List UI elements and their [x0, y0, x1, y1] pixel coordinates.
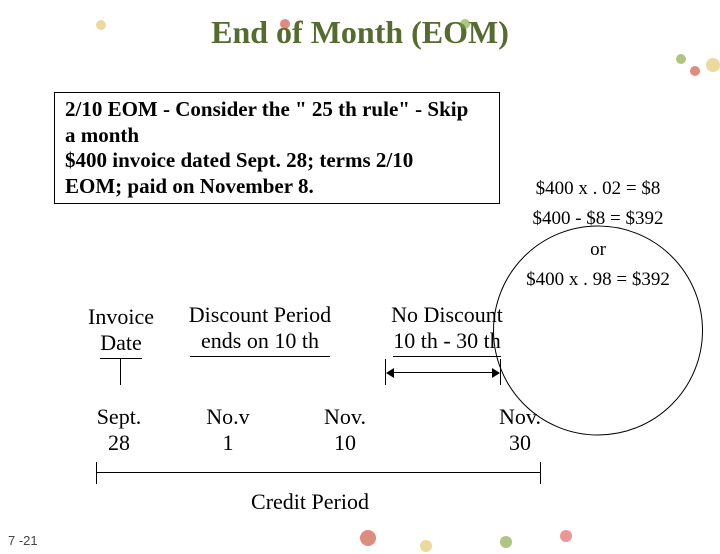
- decor-dot: [420, 540, 432, 552]
- header-discount: Discount Period ends on 10 th: [170, 302, 350, 357]
- arrow-head-left: [386, 368, 394, 378]
- header-nodiscount-l1: No Discount: [391, 302, 503, 327]
- decor-dot: [460, 19, 470, 29]
- date-2-l1: No.v: [206, 404, 249, 429]
- header-invoice: Invoice Date: [76, 304, 166, 359]
- header-invoice-l1: Invoice: [88, 304, 154, 329]
- date-3: Nov. 10: [310, 404, 380, 457]
- box-line1: 2/10 EOM - Consider the " 25 th rule" - …: [65, 97, 468, 121]
- date-3-l2: 10: [334, 430, 356, 455]
- calc-line2: $400 - $8 = $392: [498, 204, 698, 234]
- decor-dot: [500, 536, 512, 548]
- decor-dot: [690, 66, 700, 76]
- header-discount-l1: Discount Period: [189, 302, 331, 327]
- box-line3: $400 invoice dated Sept. 28; terms 2/10: [65, 148, 413, 172]
- credit-period-label: Credit Period: [210, 489, 410, 515]
- calc-line3: or: [498, 235, 698, 265]
- header-nodiscount-l2: 10 th - 30 th: [393, 328, 501, 356]
- arrow-line: [390, 372, 496, 373]
- calc-panel: $400 x . 02 = $8 $400 - $8 = $392 or $40…: [498, 134, 698, 296]
- decor-dot: [560, 530, 572, 542]
- header-discount-l2: ends on 10 th: [190, 328, 330, 356]
- bot-tick-1: [96, 462, 97, 484]
- page-number: 7 -21: [8, 533, 38, 548]
- box-line2: a month: [65, 123, 139, 147]
- date-4-l2: 30: [509, 430, 531, 455]
- box-line4: EOM; paid on November 8.: [65, 174, 314, 198]
- page-title: End of Month (EOM): [0, 14, 720, 51]
- top-tick-1: [120, 359, 121, 385]
- date-2-l2: 1: [223, 430, 234, 455]
- problem-box: 2/10 EOM - Consider the " 25 th rule" - …: [54, 92, 500, 204]
- bot-baseline: [96, 472, 540, 473]
- bot-tick-2: [540, 462, 541, 484]
- decor-dot: [360, 530, 376, 546]
- date-4: Nov. 30: [485, 404, 555, 457]
- calc-line4: $400 x . 98 = $392: [498, 265, 698, 295]
- date-1-l2: 28: [108, 430, 130, 455]
- decor-dot: [96, 20, 106, 30]
- top-tick-3: [500, 359, 501, 385]
- date-4-l1: Nov.: [499, 404, 541, 429]
- header-invoice-l2: Date: [100, 330, 142, 358]
- date-1-l1: Sept.: [97, 404, 142, 429]
- arrow-head-right: [492, 368, 500, 378]
- decor-dot: [706, 58, 720, 72]
- date-1: Sept. 28: [84, 404, 154, 457]
- header-nodiscount: No Discount 10 th - 30 th: [372, 302, 522, 357]
- date-3-l1: Nov.: [324, 404, 366, 429]
- decor-dot: [280, 19, 290, 29]
- date-2: No.v 1: [193, 404, 263, 457]
- calc-line1: $400 x . 02 = $8: [498, 174, 698, 204]
- decor-dot: [676, 54, 686, 64]
